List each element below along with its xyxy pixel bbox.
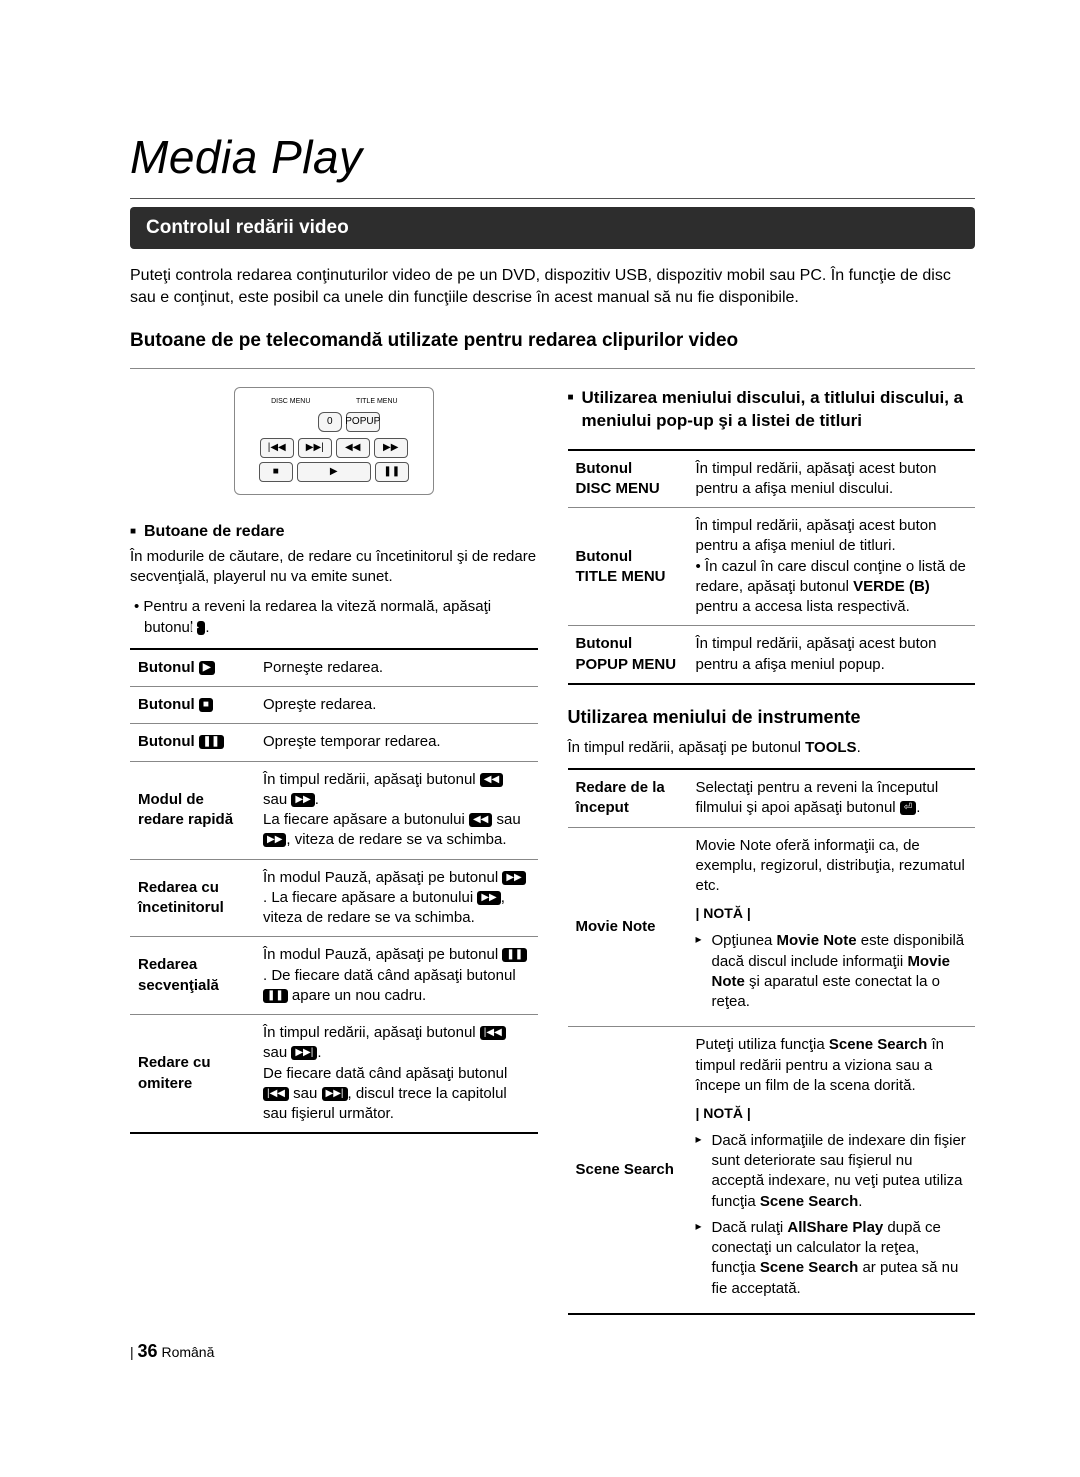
fwd-icon: ▶▶ [374,438,408,458]
next-icon: ▶▶| [298,438,332,458]
scenesearch-label: Scene Search [568,1027,688,1314]
title-menu-label: TITLE MENU [352,396,402,408]
divider [130,368,975,369]
remote-diagram: DISC MENU TITLE MENU 0 POPUP |◀◀ ▶▶| ◀◀ … [234,387,434,495]
playback-buttons-table: Butonul ▶ Porneşte redarea. Butonul ■ Op… [130,648,538,1135]
row-play-desc: Porneşte redarea. [255,649,538,687]
restart-desc: Selectaţi pentru a reveni la începutul f… [688,769,976,827]
stop-icon: ■ [259,462,293,482]
tools-table: Redare de la început Selectaţi pentru a … [568,768,976,1315]
scenesearch-cell: Puteţi utiliza funcţia Scene Search în t… [688,1027,976,1314]
disc-menu-label: DISC MENU [266,396,316,408]
row-rapid-desc: În timpul redării, apăsaţi butonul ◀◀ sa… [255,761,538,859]
menu-usage-head: Utilizarea meniului discului, a titlului… [568,387,976,433]
row-pause-label: Butonul ❚❚ [130,724,255,761]
row-slow-label: Redarea cu încetinitorul [130,859,255,937]
restart-label: Redare de la început [568,769,688,827]
row-slow-desc: În modul Pauză, apăsaţi pe butonul ▶▶. L… [255,859,538,937]
popup-menu-row-label: ButonulPOPUP MENU [568,626,688,684]
intro-text: Puteţi controla redarea conţinuturilor v… [130,265,975,310]
row-step-label: Redarea secvenţială [130,937,255,1015]
nota-label-2: | NOTĂ | [696,1104,968,1123]
row-step-desc: În modul Pauză, apăsaţi pe butonul ❚❚. D… [255,937,538,1015]
row-play-label: Butonul ▶ [130,649,255,687]
nota-label: | NOTĂ | [696,904,968,923]
tools-menu-head: Utilizarea meniului de instrumente [568,707,976,728]
tools-intro: În timpul redării, apăsaţi pe butonul TO… [568,738,976,758]
scene-desc: Puteţi utiliza funcţia Scene Search în t… [696,1035,968,1096]
popup-menu-row-desc: În timpul redării, apăsaţi acest buton p… [688,626,976,684]
disc-menu-row-label: ButonulDISC MENU [568,450,688,508]
popup-button: POPUP [346,412,380,432]
play-icon: ▶ [297,462,371,482]
buttons-head: Butoane de redare [130,523,538,541]
row-stop-label: Butonul ■ [130,687,255,724]
title-menu-row-desc: În timpul redării, apăsaţi acest buton p… [688,508,976,626]
section-heading: Controlul redării video [130,207,975,249]
buttons-tip: • Pentru a reveni la redarea la viteză n… [130,597,538,638]
page-footer: | 36 Română [130,1341,214,1362]
remote-subhead: Butoane de pe telecomandă utilizate pent… [130,330,975,352]
movienote-note: Opţiunea Movie Note este disponibilă dac… [696,931,968,1012]
scene-note-2: Dacă rulaţi AllShare Play după ce conect… [696,1218,968,1299]
menu-buttons-table: ButonulDISC MENU În timpul redării, apăs… [568,449,976,685]
play-inline-icon: ▶ [197,621,205,635]
movienote-desc: Movie Note oferă informaţii ca, de exemp… [696,836,968,897]
page-title: Media Play [130,130,975,184]
left-column: DISC MENU TITLE MENU 0 POPUP |◀◀ ▶▶| ◀◀ … [130,387,538,1315]
disc-menu-row-desc: În timpul redării, apăsaţi acest buton p… [688,450,976,508]
title-rule [130,198,975,199]
right-column: Utilizarea meniului discului, a titlului… [568,387,976,1315]
row-skip-label: Redare cu omitere [130,1015,255,1134]
row-rapid-label: Modul de redare rapidă [130,761,255,859]
movienote-cell: Movie Note oferă informaţii ca, de exemp… [688,827,976,1027]
zero-button: 0 [318,412,342,432]
rewind-icon: ◀◀ [336,438,370,458]
row-skip-desc: În timpul redării, apăsaţi butonul |◀◀ s… [255,1015,538,1134]
scene-note-1: Dacă informaţiile de indexare din fişier… [696,1131,968,1212]
movienote-label: Movie Note [568,827,688,1027]
row-pause-desc: Opreşte temporar redarea. [255,724,538,761]
title-menu-row-label: ButonulTITLE MENU [568,508,688,626]
prev-icon: |◀◀ [260,438,294,458]
row-stop-desc: Opreşte redarea. [255,687,538,724]
buttons-para: În modurile de căutare, de redare cu înc… [130,547,538,588]
pause-icon: ❚❚ [375,462,409,482]
